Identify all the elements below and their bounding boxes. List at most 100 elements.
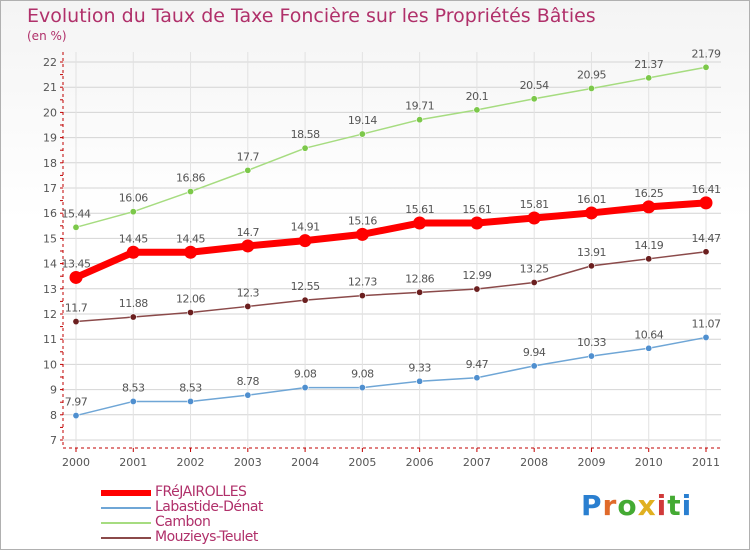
data-point [587, 262, 595, 270]
y-tick-label: 13 [43, 283, 57, 296]
data-point [72, 412, 80, 420]
legend-label: Mouzieys-Teulet [155, 529, 258, 545]
data-label: 9.94 [523, 346, 546, 359]
data-point [129, 208, 137, 216]
data-label: 16.25 [634, 187, 663, 200]
data-label: 14.45 [119, 232, 148, 245]
data-label: 13.25 [520, 263, 549, 276]
data-label: 7.97 [65, 396, 88, 409]
data-label: 16.01 [577, 193, 606, 206]
data-label: 16.06 [119, 192, 148, 205]
data-point [473, 106, 481, 114]
data-label: 9.08 [351, 368, 374, 381]
data-label: 9.08 [294, 368, 317, 381]
data-label: 19.14 [348, 114, 377, 127]
y-tick-label: 15 [43, 232, 57, 245]
y-tick-label: 18 [43, 157, 57, 170]
data-point [72, 223, 80, 231]
data-point [126, 245, 140, 259]
data-point [187, 308, 195, 316]
data-label: 15.81 [520, 198, 549, 211]
data-label: 14.45 [176, 232, 205, 245]
y-tick-label: 17 [43, 182, 57, 195]
series-line [75, 336, 707, 417]
data-labels: 7.97 8.53 8.53 8.78 9.08 9.08 9.33 9.47 9.94 10.3… [62, 47, 722, 409]
data-point [301, 296, 309, 304]
data-label: 8.53 [122, 381, 145, 394]
legend-label: Labastide-Dénat [155, 499, 263, 515]
data-label: 8.53 [179, 381, 202, 394]
logo-letter: P [581, 489, 603, 522]
axes: 7 8 9 10 11 12 13 14 15 16 17 18 19 20 21 22 2000 2001 200… [43, 52, 721, 469]
data-label: 10.33 [577, 336, 606, 349]
data-label: 11.07 [692, 317, 721, 330]
proxiti-logo[interactable]: Proxiti [581, 489, 692, 522]
data-point [642, 200, 656, 214]
data-label: 14.19 [634, 239, 663, 252]
data-point [470, 216, 484, 230]
logo-letter: o [617, 489, 638, 522]
data-point [244, 302, 252, 310]
data-label: 12.99 [462, 269, 491, 282]
data-label: 12.06 [176, 292, 205, 305]
data-point [699, 196, 713, 210]
x-tick-label: 2001 [119, 456, 147, 469]
data-label: 12.86 [405, 272, 434, 285]
data-point [527, 211, 541, 225]
y-tick-label: 9 [50, 384, 57, 397]
x-tick-label: 2009 [577, 456, 605, 469]
series-line [75, 66, 707, 229]
data-point [587, 84, 595, 92]
data-label: 16.41 [692, 183, 721, 196]
data-point [244, 166, 252, 174]
data-label: 21.79 [692, 47, 721, 60]
data-point [584, 206, 598, 220]
data-label: 12.73 [348, 276, 377, 289]
x-tick-label: 2005 [348, 456, 376, 469]
y-tick-label: 7 [50, 434, 57, 447]
data-point [301, 144, 309, 152]
x-tick-label: 2004 [291, 456, 319, 469]
x-tick-label: 2008 [520, 456, 548, 469]
x-tick-label: 2010 [635, 456, 663, 469]
data-label: 9.47 [466, 358, 489, 371]
data-point [129, 313, 137, 321]
data-label: 20.1 [466, 90, 489, 103]
series-lines [69, 63, 713, 420]
data-label: 20.54 [520, 79, 549, 92]
logo-letter: t [667, 489, 682, 522]
legend-swatch [101, 522, 151, 524]
data-point [645, 255, 653, 263]
legend-swatch [101, 507, 151, 509]
y-tick-label: 16 [43, 207, 57, 220]
logo-letter: i [681, 489, 693, 522]
y-tick-label: 20 [43, 106, 57, 119]
data-label: 20.95 [577, 68, 606, 81]
x-tick-label: 2011 [692, 456, 720, 469]
data-label: 12.55 [291, 280, 320, 293]
logo-letter: r [602, 489, 618, 522]
data-point [702, 63, 710, 71]
data-point [413, 216, 427, 230]
data-point [69, 270, 83, 284]
data-point [355, 227, 369, 241]
data-point [358, 130, 366, 138]
x-tick-label: 2006 [406, 456, 434, 469]
data-point [298, 234, 312, 248]
data-point [301, 384, 309, 392]
data-label: 15.16 [348, 214, 377, 227]
data-point [530, 362, 538, 370]
data-point [129, 397, 137, 405]
data-label: 13.45 [62, 257, 91, 270]
data-label: 14.91 [291, 221, 320, 234]
data-label: 15.61 [405, 203, 434, 216]
legend-swatch [101, 537, 151, 539]
data-point [244, 391, 252, 399]
data-label: 19.71 [405, 100, 434, 113]
data-label: 13.91 [577, 246, 606, 259]
data-label: 21.37 [634, 58, 663, 71]
data-point [473, 374, 481, 382]
y-tick-label: 14 [43, 258, 57, 271]
